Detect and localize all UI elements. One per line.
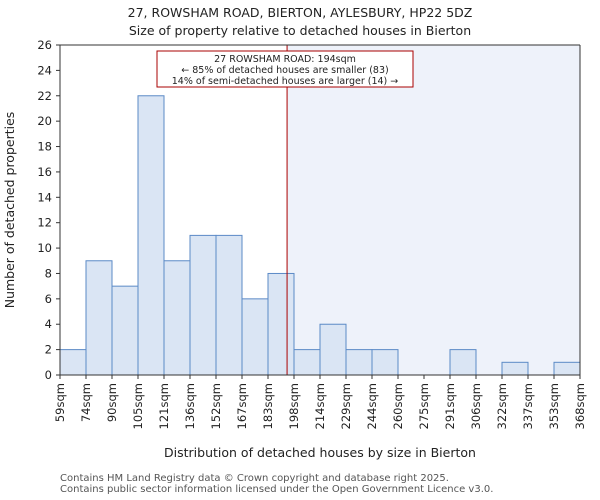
highlight-region bbox=[287, 45, 580, 375]
x-tick-label: 167sqm bbox=[235, 383, 249, 429]
x-tick-label: 337sqm bbox=[521, 383, 535, 429]
y-tick-label: 0 bbox=[45, 368, 52, 382]
y-tick-label: 8 bbox=[45, 266, 52, 280]
chart: 27, ROWSHAM ROAD, BIERTON, AYLESBURY, HP… bbox=[2, 5, 587, 460]
chart-subtitle: Size of property relative to detached ho… bbox=[129, 23, 471, 38]
x-tick-label: 136sqm bbox=[183, 383, 197, 429]
bar bbox=[501, 361, 529, 376]
y-tick-label: 6 bbox=[45, 292, 52, 306]
annotation-box bbox=[156, 50, 414, 88]
x-tick-label: 74sqm bbox=[79, 383, 93, 422]
annotation-line-1: 27 ROWSHAM ROAD: 194sqm bbox=[214, 54, 356, 65]
bar bbox=[319, 323, 347, 376]
x-ticks-layer: 59sqm 74sqm 90sqm 105sqm 121sqm 136sqm 152sqm 1… bbox=[53, 375, 587, 429]
x-tick-label: 306sqm bbox=[469, 383, 483, 429]
x-tick-label: 291sqm bbox=[443, 383, 457, 429]
bar bbox=[137, 95, 165, 376]
x-tick-label: 152sqm bbox=[209, 383, 223, 429]
footer-line-1: Contains HM Land Registry data © Crown c… bbox=[60, 473, 449, 484]
y-tick-label: 4 bbox=[45, 317, 52, 331]
x-tick-label: 105sqm bbox=[131, 383, 145, 429]
bar bbox=[189, 234, 217, 376]
y-tick-label: 12 bbox=[37, 216, 52, 230]
x-tick-label: 353sqm bbox=[547, 383, 561, 429]
marker-annotation: 27 ROWSHAM ROAD: 194sqm ← 85% of detache… bbox=[156, 50, 414, 88]
bar bbox=[267, 272, 295, 376]
y-axis-label: Number of detached properties bbox=[2, 112, 17, 309]
bar bbox=[293, 349, 321, 376]
x-tick-label: 244sqm bbox=[365, 383, 379, 429]
x-tick-label: 59sqm bbox=[53, 383, 67, 422]
x-axis-label: Distribution of detached houses by size … bbox=[164, 445, 476, 460]
bar bbox=[111, 285, 139, 376]
bar bbox=[59, 349, 87, 376]
annotation-line-2: ← 85% of detached houses are smaller (83… bbox=[181, 65, 388, 76]
bar bbox=[215, 234, 243, 376]
y-tick-label: 24 bbox=[37, 63, 52, 77]
y-tick-label: 16 bbox=[37, 165, 52, 179]
y-tick-label: 18 bbox=[37, 140, 52, 154]
y-tick-label: 14 bbox=[37, 190, 52, 204]
y-tick-label: 20 bbox=[37, 114, 52, 128]
bar bbox=[345, 349, 373, 376]
footer-line-2: Contains public sector information licen… bbox=[60, 484, 494, 495]
y-tick-label: 10 bbox=[37, 241, 52, 255]
x-tick-label: 275sqm bbox=[417, 383, 431, 429]
x-tick-label: 214sqm bbox=[313, 383, 327, 429]
y-tick-label: 26 bbox=[37, 38, 52, 52]
bar bbox=[241, 298, 269, 376]
x-tick-label: 198sqm bbox=[287, 383, 301, 429]
highlight-region-layer bbox=[287, 45, 580, 375]
bar bbox=[163, 260, 191, 376]
y-tick-label: 22 bbox=[37, 89, 52, 103]
chart-title: 27, ROWSHAM ROAD, BIERTON, AYLESBURY, HP… bbox=[128, 5, 473, 20]
x-tick-label: 183sqm bbox=[261, 383, 275, 429]
y-tick-label: 2 bbox=[45, 343, 52, 357]
x-tick-label: 322sqm bbox=[495, 383, 509, 429]
bars-layer bbox=[59, 95, 581, 376]
bar bbox=[449, 349, 477, 376]
bar bbox=[85, 260, 113, 376]
bar bbox=[553, 361, 581, 376]
bar bbox=[371, 349, 399, 376]
x-tick-label: 368sqm bbox=[573, 383, 587, 429]
x-tick-label: 260sqm bbox=[391, 383, 405, 429]
x-tick-label: 90sqm bbox=[105, 383, 119, 422]
x-tick-label: 121sqm bbox=[157, 383, 171, 429]
x-tick-label: 229sqm bbox=[339, 383, 353, 429]
annotation-line-3: 14% of semi-detached houses are larger (… bbox=[172, 76, 399, 87]
